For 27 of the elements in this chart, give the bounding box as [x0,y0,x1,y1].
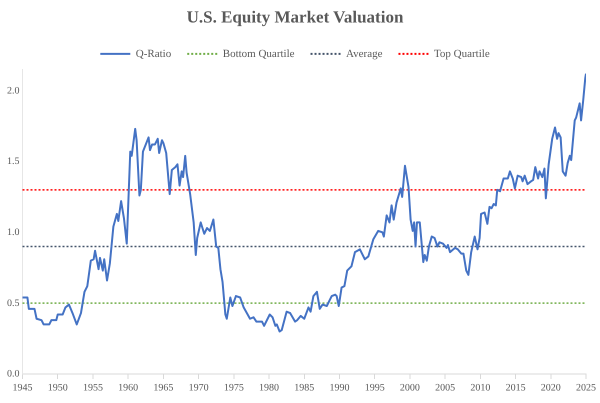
x-tick-label: 1980 [259,382,280,394]
legend-label: Top Quartile [434,48,490,60]
y-tick-label: 1.0 [7,226,20,238]
chart-title: U.S. Equity Market Valuation [186,8,404,27]
x-tick-label: 1950 [48,382,68,394]
x-tick-label: 1995 [364,382,385,394]
x-tick-label: 1955 [82,382,103,394]
x-tick-label: 2010 [470,382,490,394]
x-tick-label: 1960 [118,382,138,394]
legend-label: Q-Ratio [136,48,172,60]
x-tick-label: 2005 [435,382,456,394]
x-tick-label: 1975 [224,382,244,394]
x-tick-label: 2025 [576,382,596,394]
y-tick-label: 0.5 [7,298,20,309]
x-tick-label: 2020 [540,382,561,394]
y-tick-label: 2.0 [7,85,20,96]
x-tick-label: 1965 [153,382,174,394]
x-tick-label: 2015 [506,382,526,394]
x-tick-label: 1985 [294,382,314,394]
y-tick-label: 0.0 [7,368,20,380]
x-tick-label: 1990 [329,382,350,394]
legend-label: Average [346,48,383,60]
y-tick-label: 1.5 [7,156,20,168]
x-tick-label: 1945 [12,382,32,394]
x-tick-label: 2000 [400,382,420,394]
legend-label: Bottom Quartile [222,48,295,60]
x-tick-label: 1970 [188,382,209,394]
